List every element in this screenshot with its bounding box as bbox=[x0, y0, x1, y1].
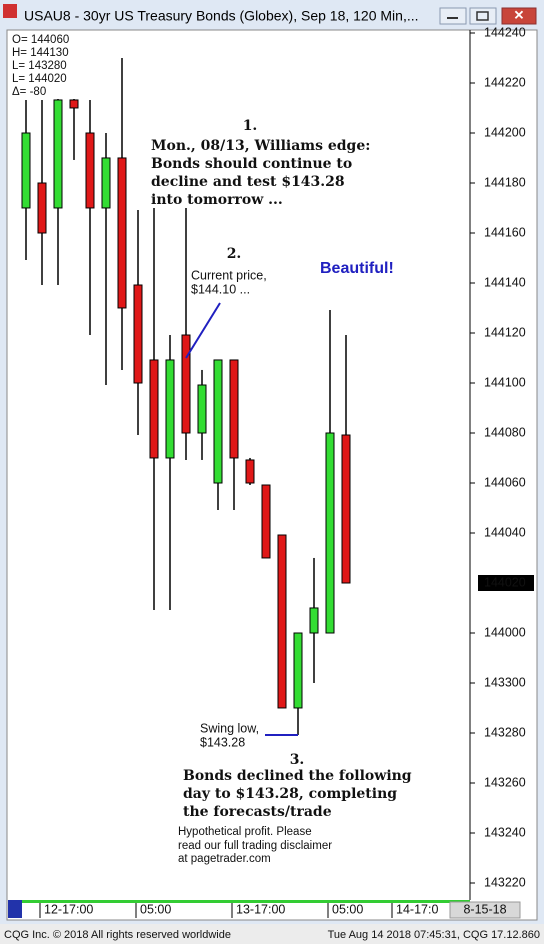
candle-body bbox=[213, 359, 223, 484]
y-tick-label: 143280 bbox=[484, 725, 526, 739]
candle-body bbox=[229, 359, 239, 459]
annotation-text: $144.10 ... bbox=[191, 282, 250, 296]
annotation-text: Bonds declined the following bbox=[183, 768, 412, 784]
header-line: O= 144060 bbox=[12, 34, 69, 46]
candle-body bbox=[261, 484, 271, 559]
y-tick-label: 144000 bbox=[484, 625, 526, 639]
annotation-text: Swing low, bbox=[200, 721, 259, 735]
annotation-text: $143.28 bbox=[200, 735, 245, 749]
header-line: Δ= -80 bbox=[12, 86, 46, 98]
y-tick-label: 144140 bbox=[484, 275, 526, 289]
app-icon bbox=[3, 4, 17, 18]
disclaimer: at pagetrader.com bbox=[178, 853, 271, 865]
scroll-strip bbox=[22, 900, 470, 903]
annotation-text: decline and test $143.28 bbox=[151, 174, 345, 190]
annotation-text: the forecasts/trade bbox=[183, 804, 332, 820]
maximize-button[interactable] bbox=[469, 7, 497, 25]
x-tick-label: 14-17:0 bbox=[396, 902, 438, 916]
candle-body bbox=[197, 384, 207, 434]
annotation-number: 3. bbox=[290, 752, 305, 768]
y-tick-label: 144160 bbox=[484, 225, 526, 239]
y-tick-label: 143260 bbox=[484, 775, 526, 789]
y-tick-label: 144100 bbox=[484, 375, 526, 389]
x-axis-area bbox=[8, 900, 470, 918]
y-tick-label: 144180 bbox=[484, 175, 526, 189]
candle-body bbox=[53, 99, 63, 209]
annotation-text: into tomorrow ... bbox=[151, 192, 283, 208]
candle-body bbox=[325, 432, 335, 634]
maximize-icon bbox=[476, 11, 489, 21]
pointer-line bbox=[185, 302, 221, 359]
y-tick-label: 143300 bbox=[484, 675, 526, 689]
header-box bbox=[9, 33, 87, 99]
candle-body bbox=[37, 182, 47, 234]
y-tick-label: 143240 bbox=[484, 825, 526, 839]
current-price-label: 144020 bbox=[484, 575, 526, 589]
candle-body bbox=[69, 99, 79, 109]
x-tick-label: 05:00 bbox=[140, 902, 171, 916]
candle-body bbox=[21, 132, 31, 209]
close-button[interactable] bbox=[501, 7, 537, 25]
y-tick-label: 143220 bbox=[484, 875, 526, 889]
current-price-box bbox=[478, 575, 534, 591]
close-icon: ✕ bbox=[514, 7, 525, 22]
x-tick-label: 13-17:00 bbox=[236, 902, 285, 916]
scroll-handle[interactable] bbox=[8, 900, 22, 918]
disclaimer: read our full trading disclaimer bbox=[178, 840, 332, 852]
footer-right: Tue Aug 14 2018 07:45:31, CQG 17.12.860 bbox=[328, 929, 540, 941]
y-tick-label: 144080 bbox=[484, 425, 526, 439]
candle-body bbox=[165, 359, 175, 459]
candle-body bbox=[181, 334, 191, 434]
date-box-label: 8-15-18 bbox=[463, 902, 506, 916]
annotation-text: Current price, bbox=[191, 268, 267, 282]
annotation-text: Mon., 08/13, Williams edge: bbox=[151, 138, 370, 154]
date-box bbox=[449, 901, 521, 919]
candle-body bbox=[133, 284, 143, 384]
candle-body bbox=[341, 434, 351, 584]
x-tick-label: 12-17:00 bbox=[44, 902, 93, 916]
y-tick-label: 144060 bbox=[484, 475, 526, 489]
candle-body bbox=[101, 157, 111, 209]
header-line: H= 144130 bbox=[12, 47, 69, 59]
annotation-number: 1. bbox=[243, 118, 258, 134]
annotation-number: 2. bbox=[227, 246, 242, 262]
disclaimer: Hypothetical profit. Please bbox=[178, 826, 312, 838]
candle-body bbox=[277, 534, 287, 709]
y-tick-label: 144200 bbox=[484, 125, 526, 139]
candle-body bbox=[149, 359, 159, 459]
annotation-text: Bonds should continue to bbox=[151, 156, 352, 172]
y-tick-label: 144240 bbox=[484, 25, 526, 39]
footer-left: CQG Inc. © 2018 All rights reserved worl… bbox=[4, 929, 231, 941]
annotation-highlight: Beautiful! bbox=[320, 260, 394, 277]
header-line: L= 143280 bbox=[12, 60, 67, 72]
footer-bar bbox=[0, 924, 544, 944]
window-title: USAU8 - 30yr US Treasury Bonds (Globex),… bbox=[24, 8, 419, 24]
annotation-text: day to $143.28, completing bbox=[183, 786, 397, 802]
y-tick-label: 144040 bbox=[484, 525, 526, 539]
candle-body bbox=[309, 607, 319, 634]
plot-layer: 144240 144220 144200 144180 144160 144140 1441… bbox=[21, 25, 534, 889]
minimize-button[interactable] bbox=[439, 7, 467, 25]
candle-body bbox=[85, 132, 95, 209]
plot-area bbox=[6, 29, 538, 921]
candle-body bbox=[245, 459, 255, 484]
x-tick-label: 05:00 bbox=[332, 902, 363, 916]
candle-body bbox=[293, 632, 303, 709]
header-line: L= 144020 bbox=[12, 73, 67, 85]
y-tick-label: 144120 bbox=[484, 325, 526, 339]
y-tick-label: 144220 bbox=[484, 75, 526, 89]
candle-body bbox=[117, 157, 127, 309]
